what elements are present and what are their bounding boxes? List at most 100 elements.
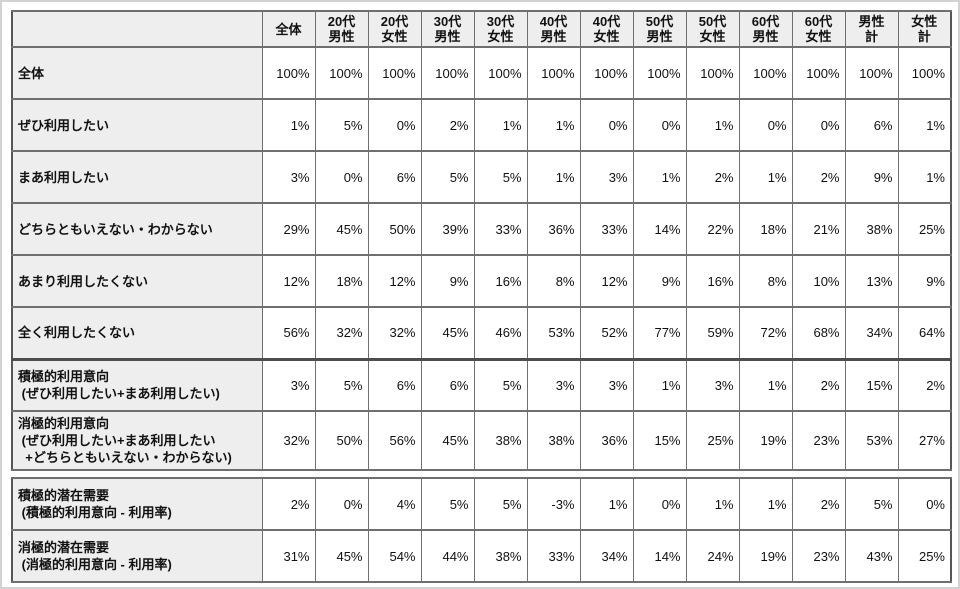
column-header-line: 30代 [433,14,462,29]
column-header-line: 女性 [805,29,832,44]
value-cell: 2% [685,150,740,204]
column-header: 全体 [261,10,316,48]
value-cell: 5% [314,98,369,152]
value-cell: 18% [314,254,369,308]
value-cell: 12% [261,254,316,308]
column-header-line: 40代 [592,14,621,29]
value-cell: 56% [367,410,422,471]
value-cell: 53% [526,306,581,360]
value-cell: 34% [579,529,634,583]
column-header: 男性計 [844,10,899,48]
value-cell: 1% [685,477,740,531]
value-cell: 23% [791,529,846,583]
table-row: 全体 100% 100% 100% 100% 100% 100% 100% 100% 100% 10… [11,46,952,100]
value-cell: 77% [632,306,687,360]
column-header-line: 30代 [486,14,515,29]
table-row: まあ利用したい 3% 0% 6% 5% 5% 1% 3% 1% 2% 1% 2% 9% 1% [11,150,952,204]
column-header-line: 女性 [487,29,514,44]
value-cell: 68% [791,306,846,360]
value-cell: 1% [738,477,793,531]
row-label: 積極的潜在需要 (積極的利用意向 - 利用率) [11,477,263,531]
value-cell: 9% [844,150,899,204]
column-header-line: 男性 [540,29,567,44]
value-cell: 38% [473,529,528,583]
value-cell: 3% [579,358,634,412]
value-cell: 0% [632,98,687,152]
value-cell: 32% [261,410,316,471]
value-cell: 100% [632,46,687,100]
value-cell: 3% [526,358,581,412]
row-label: ぜひ利用したい [11,98,263,152]
value-cell: 1% [261,98,316,152]
table-row: 積極的潜在需要 (積極的利用意向 - 利用率) 2% 0% 4% 5% 5% -3% 1% 0%… [11,477,952,531]
value-cell: 5% [844,477,899,531]
row-label: 全く利用したくない [11,306,263,360]
value-cell: 5% [420,477,475,531]
column-header-line: 男性 [328,29,355,44]
value-cell: 38% [473,410,528,471]
column-header: 50代 女性 [685,10,740,48]
value-cell: 45% [420,306,475,360]
value-cell: 0% [314,150,369,204]
value-cell: 3% [685,358,740,412]
value-cell: 1% [685,98,740,152]
value-cell: 29% [261,202,316,256]
value-cell: 24% [685,529,740,583]
value-cell: 2% [791,358,846,412]
column-header: 30代 男性 [420,10,475,48]
column-header-line: 男性 [434,29,461,44]
value-cell: 54% [367,529,422,583]
column-header: 60代 男性 [738,10,793,48]
value-cell: 31% [261,529,316,583]
value-cell: 100% [844,46,899,100]
value-cell: 56% [261,306,316,360]
row-label: 全体 [11,46,263,100]
value-cell: 1% [579,477,634,531]
value-cell: 100% [685,46,740,100]
value-cell: 6% [420,358,475,412]
value-cell: 1% [897,150,952,204]
value-cell: 100% [314,46,369,100]
value-cell: 32% [314,306,369,360]
value-cell: 38% [526,410,581,471]
column-header-line: 60代 [751,14,780,29]
value-cell: 52% [579,306,634,360]
column-header-line: 60代 [804,14,833,29]
corner-cell [11,10,263,48]
value-cell: 53% [844,410,899,471]
value-cell: 9% [632,254,687,308]
column-header-line: 女性 [911,14,938,29]
row-label: 消極的潜在需要 (消極的利用意向 - 利用率) [11,529,263,583]
value-cell: 2% [791,150,846,204]
value-cell: 45% [420,410,475,471]
value-cell: 33% [526,529,581,583]
value-cell: 18% [738,202,793,256]
value-cell: 2% [791,477,846,531]
header-row: 全体 20代 男性 20代 女性 30代 男性 30代 女性 40代 男性 40代 女性 50代 男性 50代… [11,10,952,48]
column-header-line: 50代 [645,14,674,29]
value-cell: 1% [632,358,687,412]
value-cell: 5% [473,358,528,412]
value-cell: 2% [897,358,952,412]
column-header-line: 男性 [858,14,885,29]
value-cell: 0% [579,98,634,152]
value-cell: 1% [738,358,793,412]
value-cell: 36% [579,410,634,471]
value-cell: 21% [791,202,846,256]
column-header: 20代 女性 [367,10,422,48]
column-header: 20代 男性 [314,10,369,48]
value-cell: 36% [526,202,581,256]
value-cell: 33% [473,202,528,256]
value-cell: 38% [844,202,899,256]
column-header-line: 女性 [381,29,408,44]
column-header: 60代 女性 [791,10,846,48]
value-cell: 1% [526,150,581,204]
value-cell: 33% [579,202,634,256]
value-cell: 13% [844,254,899,308]
value-cell: 64% [897,306,952,360]
column-header: 40代 女性 [579,10,634,48]
value-cell: 6% [367,150,422,204]
value-cell: 6% [367,358,422,412]
value-cell: 14% [632,202,687,256]
value-cell: 45% [314,202,369,256]
